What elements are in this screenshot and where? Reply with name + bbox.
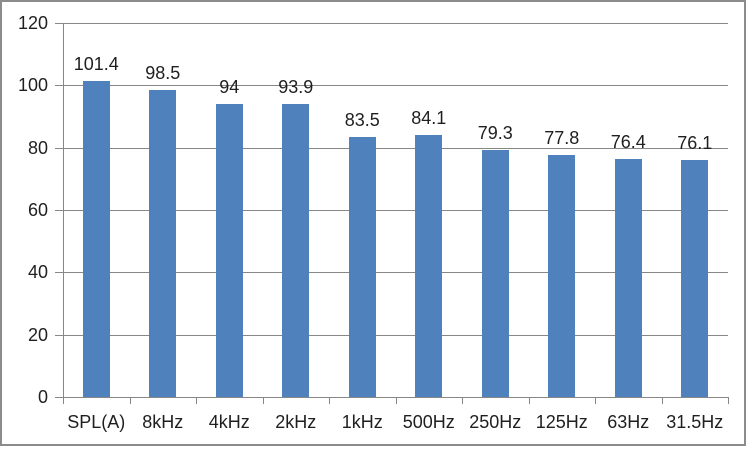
x-category-label: 31.5Hz (666, 412, 724, 432)
x-category-label: SPL(A) (67, 412, 126, 432)
bar-value-label: 94 (219, 77, 240, 98)
y-axis-tick-label: 100 (17, 75, 48, 96)
x-category-label: 1kHz (341, 412, 383, 432)
x-axis-tick-mark (661, 397, 663, 404)
x-category-label: 63Hz (607, 412, 650, 432)
bar-value-label: 77.8 (544, 127, 580, 148)
gridline (63, 210, 728, 211)
x-category-label: 8kHz (142, 412, 184, 432)
y-axis-tick-label: 120 (17, 13, 48, 33)
bar-value-label: 79.3 (477, 122, 513, 143)
y-axis-tick-mark (55, 147, 63, 149)
y-axis-tick-mark (55, 334, 63, 336)
gridline (63, 23, 728, 24)
x-axis-line (63, 397, 728, 398)
bar (415, 134, 443, 397)
y-axis-tick-label: 0 (37, 387, 48, 407)
y-axis-tick-mark (55, 23, 63, 24)
x-axis-tick-mark (196, 397, 197, 404)
gridline (63, 147, 728, 149)
bar-value-label: 76.4 (610, 131, 646, 152)
y-axis-tick-label: 60 (27, 200, 48, 220)
bar (348, 136, 376, 397)
x-axis-tick-mark (262, 397, 264, 404)
bar (282, 104, 310, 397)
bar (614, 158, 642, 397)
x-axis-tick-mark (528, 397, 530, 404)
y-axis-tick-mark (55, 85, 63, 87)
x-category-label: 125Hz (535, 412, 588, 432)
x-category-label: 250Hz (469, 412, 522, 432)
y-axis-line (63, 23, 64, 404)
bar (481, 149, 509, 397)
x-axis-tick-mark (462, 397, 463, 404)
y-axis-tick-mark (55, 210, 63, 211)
y-axis-tick-mark (55, 272, 63, 274)
bar-value-label: 101.4 (73, 53, 119, 74)
x-axis-tick-mark (395, 397, 397, 404)
x-category-label: 4kHz (208, 412, 250, 432)
bar (548, 154, 576, 397)
x-axis-tick-mark (129, 397, 131, 404)
x-axis-tick-mark (728, 397, 729, 404)
y-axis-tick-label: 20 (27, 324, 48, 345)
y-axis-tick-mark (55, 397, 63, 398)
bar-value-label: 98.5 (145, 63, 181, 83)
bar-value-label: 83.5 (344, 109, 380, 130)
x-category-label: 500Hz (402, 412, 455, 432)
bar-value-label: 76.1 (677, 132, 713, 153)
x-category-label: 2kHz (275, 412, 317, 432)
gridline (63, 334, 728, 336)
gridline (63, 272, 728, 274)
x-axis-tick-mark (595, 397, 596, 404)
y-axis-tick-label: 80 (27, 137, 48, 158)
gridline (63, 85, 728, 87)
y-axis-tick-label: 40 (27, 262, 48, 283)
bar (149, 90, 177, 397)
bar (215, 104, 243, 397)
bar (681, 159, 709, 397)
bar-value-label: 93.9 (278, 77, 314, 98)
x-axis-tick-mark (329, 397, 330, 404)
bar-value-label: 84.1 (411, 107, 447, 128)
bar (82, 80, 110, 397)
